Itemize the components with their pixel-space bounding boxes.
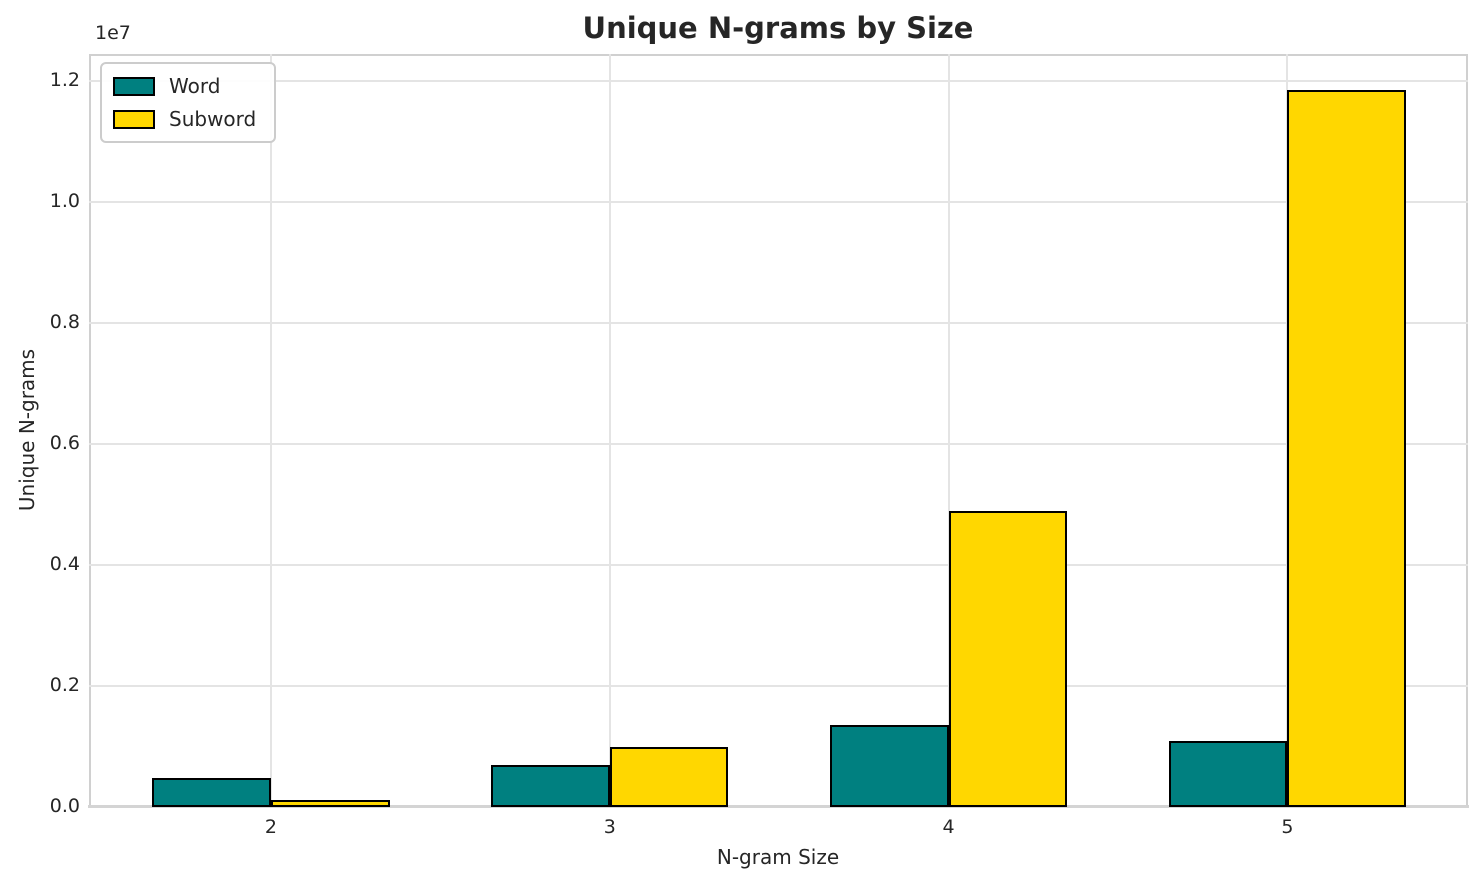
plot-top-spine — [89, 54, 1468, 56]
bar-word-5 — [1168, 741, 1288, 807]
v-gridline — [269, 54, 272, 807]
h-gridline — [89, 322, 1468, 325]
h-gridline — [89, 201, 1468, 204]
plot-left-spine — [89, 54, 91, 807]
v-gridline — [947, 54, 950, 807]
y-tick-label: 0.4 — [49, 553, 80, 576]
bar-word-3 — [491, 764, 610, 807]
y-axis-label: Unique N-grams — [15, 348, 39, 512]
plot-area: Word Subword — [88, 54, 1469, 808]
h-gridline — [89, 685, 1468, 688]
bar-subword-2 — [270, 800, 390, 807]
legend-item-word: Word — [113, 74, 256, 98]
y-tick-label: 0.2 — [49, 674, 80, 697]
y-tick-label: 0.6 — [49, 432, 80, 455]
x-tick-label: 3 — [603, 816, 616, 838]
y-tick-label: 1.0 — [49, 190, 80, 213]
plot-right-spine — [1466, 54, 1468, 807]
y-tick-label: 1.2 — [49, 69, 80, 92]
v-gridline — [608, 54, 611, 807]
legend-item-subword: Subword — [113, 107, 256, 131]
legend-label-word: Word — [169, 74, 221, 98]
bar-subword-3 — [609, 747, 729, 807]
bar-word-2 — [152, 777, 271, 807]
legend-swatch-subword — [113, 109, 155, 129]
x-tick-label: 4 — [942, 816, 955, 838]
bar-subword-4 — [948, 511, 1068, 807]
x-tick-label: 5 — [1281, 816, 1294, 838]
h-gridline — [89, 80, 1468, 83]
y-tick-label: 0.8 — [49, 311, 80, 334]
h-gridline — [89, 443, 1468, 446]
y-axis-offset-label: 1e7 — [95, 22, 131, 44]
legend-label-subword: Subword — [169, 107, 257, 131]
legend-swatch-word — [113, 76, 155, 96]
legend: Word Subword — [100, 62, 277, 143]
h-gridline — [89, 564, 1468, 567]
plot-bottom-spine — [88, 805, 1469, 808]
y-tick-label: 0.0 — [49, 795, 80, 817]
x-axis-label: N-gram Size — [716, 845, 840, 869]
bar-subword-5 — [1287, 89, 1406, 807]
bar-word-4 — [830, 724, 949, 807]
x-tick-label: 2 — [264, 816, 277, 838]
chart-title: Unique N-grams by Size — [582, 11, 974, 45]
